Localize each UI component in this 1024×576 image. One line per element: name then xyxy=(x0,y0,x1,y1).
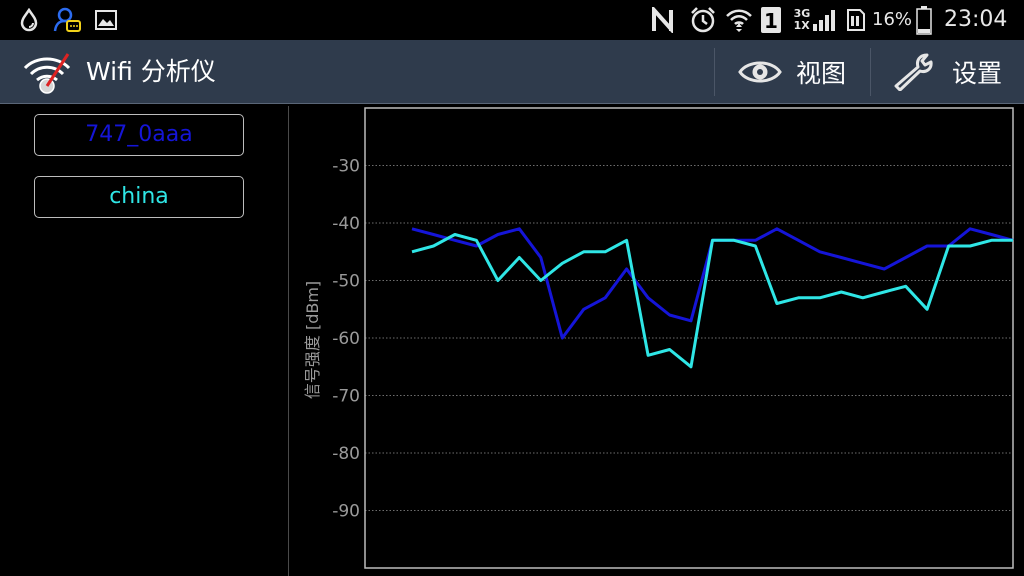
wifi-analyzer-logo-icon xyxy=(22,50,72,100)
sim-label: 1 xyxy=(764,9,778,33)
sd-card-icon xyxy=(844,0,868,40)
network-ssid: china xyxy=(109,184,169,209)
alarm-icon xyxy=(688,0,718,40)
network-type-bottom: 1X xyxy=(793,19,810,32)
y-tick-label: -70 xyxy=(332,387,360,407)
series-line-china xyxy=(411,233,1013,369)
action-bar-divider xyxy=(870,48,871,96)
sim-1-icon: 1 xyxy=(760,0,782,40)
status-bar: 1 3G 1X 16% 23:04 xyxy=(0,0,1024,40)
plot-frame xyxy=(364,107,1014,569)
water-drop-icon xyxy=(16,0,42,40)
y-tick-label: -90 xyxy=(332,502,360,522)
y-tick-label: -80 xyxy=(332,444,360,464)
y-tick-label: -40 xyxy=(332,214,360,234)
network-ssid: 747_0aaa xyxy=(85,122,193,147)
chat-notification-icon xyxy=(52,0,82,40)
network-item-china[interactable]: china xyxy=(34,176,244,218)
y-tick-label: -60 xyxy=(332,329,360,349)
battery-icon xyxy=(914,0,934,40)
y-tick-label: -50 xyxy=(332,272,360,292)
network-item-747-0aaa[interactable]: 747_0aaa xyxy=(34,114,244,156)
action-bar-divider xyxy=(714,48,715,96)
settings-button[interactable]: 设置 xyxy=(892,40,1002,104)
battery-percent: 16% xyxy=(872,9,913,30)
action-bar: Wifi 分析仪 视图 设置 xyxy=(0,40,1024,104)
app-title: Wifi 分析仪 xyxy=(86,57,216,86)
view-label: 视图 xyxy=(796,59,847,88)
settings-label: 设置 xyxy=(952,59,1003,88)
wifi-signal-icon xyxy=(724,0,754,40)
panel-divider xyxy=(288,106,289,576)
view-button[interactable]: 视图 xyxy=(738,40,846,104)
clock: 23:04 xyxy=(944,7,1008,32)
y-tick-label: -30 xyxy=(332,157,360,177)
network-type-top: 3G xyxy=(793,7,811,20)
y-axis-label: 信号强度 [dBm] xyxy=(303,281,322,399)
signal-strength-chart: -30 -40 -50 -60 -70 -80 -90 信号强度 [dBm] xyxy=(303,107,1014,569)
mobile-signal-icon: 3G 1X xyxy=(790,0,840,40)
wrench-icon xyxy=(892,53,938,91)
image-icon xyxy=(94,0,118,40)
nfc-icon xyxy=(650,0,678,40)
eye-icon xyxy=(738,57,782,87)
